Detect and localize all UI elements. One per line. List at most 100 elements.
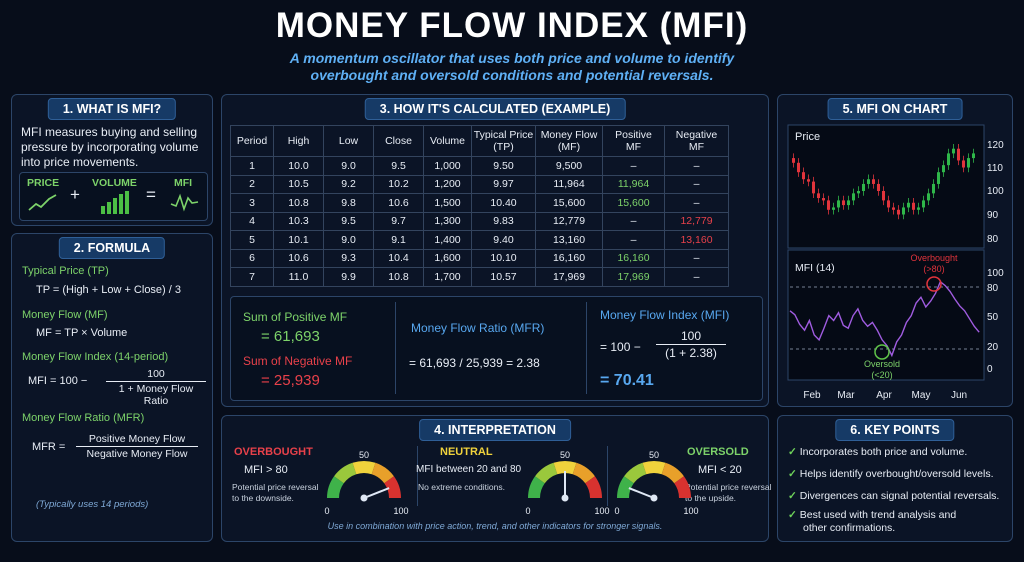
table-cell: 10.3	[273, 211, 324, 231]
candle-body	[917, 207, 920, 210]
plus-sign: +	[70, 185, 80, 204]
candle-body	[922, 200, 925, 208]
summary-box: Sum of Positive MF = 61,693 Sum of Negat…	[230, 296, 763, 401]
candle-body	[862, 183, 865, 191]
check-icon: ✓	[788, 446, 797, 458]
gauge-segment	[624, 462, 647, 484]
neutral-title: NEUTRAL	[440, 446, 493, 458]
table-header-cell: Low	[323, 125, 374, 157]
mfi-series-line	[789, 280, 980, 358]
oversold-title: OVERSOLD	[687, 446, 749, 458]
mfi-formula-denominator: 1 + Money Flow Ratio	[118, 383, 194, 407]
price-label: PRICE	[27, 177, 60, 189]
candle-body	[827, 200, 830, 210]
overbought-title: OVERBOUGHT	[234, 446, 313, 458]
candle-body	[972, 153, 975, 159]
candle-body	[927, 193, 930, 201]
mfi-summary-fraction: 100 (1 + 2.38)	[656, 329, 726, 360]
interp-divider-1	[417, 446, 418, 506]
table-cell: 17,969	[535, 267, 603, 287]
table-cell: 15,600	[602, 193, 665, 213]
volume-bars-icon	[101, 191, 129, 214]
candle-body	[792, 158, 795, 163]
mfi-tick-label: 100	[987, 268, 1004, 279]
table-header-row: Period High Low Close Volume Typical Price (TP…	[230, 125, 729, 157]
gauge-tick-label: 50	[359, 450, 369, 460]
table-cell: 9.9	[323, 267, 374, 287]
table-cell: 9.8	[323, 193, 374, 213]
table-cell: 10.6	[373, 193, 424, 213]
tp-formula: TP = (High + Low + Close) / 3	[36, 284, 182, 296]
overbought-desc-line-1: Potential price reversal	[232, 482, 319, 492]
month-tick-label: Feb	[803, 390, 821, 401]
overbought-marker	[926, 276, 942, 292]
candle-body	[902, 207, 905, 215]
overbought-description: Potential price reversal to the downside…	[232, 482, 318, 504]
table-cell: 1,000	[423, 156, 472, 176]
oversold-description: Potential price reversal to the upside.	[685, 482, 771, 504]
mfi-formula-numerator: 100	[147, 368, 165, 380]
table-cell: 9.50	[471, 156, 536, 176]
candle-body	[947, 153, 950, 166]
table-cell: 9.0	[323, 230, 374, 250]
table-row: 3 10.8 9.8 10.6 1,500 10.40 15,600 15,600–	[230, 193, 729, 213]
neutral-condition: MFI between 20 and 80	[416, 464, 522, 475]
table-cell: 13,160	[664, 230, 729, 250]
overbought-condition: MFI > 80	[244, 464, 288, 476]
gauge-hub	[650, 494, 658, 502]
mfi-summary-lhs: = 100 −	[600, 340, 641, 354]
neutral-description: No extreme conditions.	[418, 482, 505, 492]
table-cell: 1,600	[423, 248, 472, 268]
summary-divider-2	[586, 302, 587, 394]
gauge-segment	[674, 476, 691, 499]
oversold-annotation-sub: (<20)	[871, 370, 892, 380]
candle-body	[962, 160, 965, 168]
candle-body	[892, 207, 895, 210]
table-cell: 4	[230, 211, 274, 231]
mfi-tick-label: 50	[987, 312, 999, 323]
table-header-cell: Negative MF	[664, 125, 729, 157]
table-cell: –	[664, 156, 729, 176]
interpretation-heading: 4. INTERPRETATION	[419, 419, 571, 441]
table-cell: 11,964	[602, 174, 665, 194]
mfi-chart-heading: 5. MFI ON CHART	[827, 98, 963, 120]
oversold-condition: MFI < 20	[698, 464, 742, 476]
table-cell: 9.0	[323, 156, 374, 176]
check-icon: ✓	[788, 490, 797, 502]
table-row: 4 10.3 9.5 9.7 1,300 9.83 12,779–12,779	[230, 211, 729, 231]
price-tick-label: 110	[987, 163, 1003, 174]
gauge-tick-label: 0	[525, 506, 530, 516]
table-cell: 17,969	[602, 267, 665, 287]
table-body: 1 10.0 9.0 9.5 1,000 9.50 9,500– –2 10.5 9.2 10.2 1…	[230, 156, 729, 287]
table-cell: 1	[230, 156, 274, 176]
what-text-line-3: into price movements.	[21, 155, 139, 169]
gauge-hub	[561, 494, 569, 502]
overbought-annotation: Overbought	[910, 253, 958, 263]
gauge-segment	[572, 462, 595, 484]
table-cell: 10.10	[471, 248, 536, 268]
mfi-formula-fraction: 100 1 + Money Flow Ratio	[106, 368, 206, 407]
month-tick-label: Jun	[951, 390, 967, 401]
page-subtitle: A momentum oscillator that uses both pri…	[0, 50, 1024, 84]
candle-body	[802, 172, 805, 180]
table-cell: –	[664, 193, 729, 213]
key-point-1: ✓ Incorporates both price and volume.	[788, 446, 968, 458]
gauge-tick-label: 50	[649, 450, 659, 460]
table-cell: –	[664, 248, 729, 268]
table-row: 2 10.5 9.2 10.2 1,200 9.97 11,964 11,964–	[230, 174, 729, 194]
table-cell: 5	[230, 230, 274, 250]
candle-body	[877, 183, 880, 191]
table-cell: 12,779	[664, 211, 729, 231]
subtitle-line-1: A momentum oscillator that uses both pri…	[289, 50, 735, 66]
gauge-tick-label: 100	[683, 506, 698, 516]
mfr-formula-label: Money Flow Ratio (MFR)	[22, 412, 145, 424]
interpretation-panel: 4. INTERPRETATION OVERBOUGHT MFI > 80 Po…	[221, 415, 771, 542]
check-icon: ✓	[788, 509, 797, 521]
table-header-cell: Volume	[423, 125, 472, 157]
table-cell: 9.1	[373, 230, 424, 250]
mfi-gauge: 0 50 100	[525, 450, 609, 516]
mfi-tick-label: 0	[987, 364, 993, 375]
oversold-desc-line-1: Potential price reversal	[685, 482, 772, 492]
gauge-tick-label: 0	[324, 506, 329, 516]
table-cell: 9.83	[471, 211, 536, 231]
